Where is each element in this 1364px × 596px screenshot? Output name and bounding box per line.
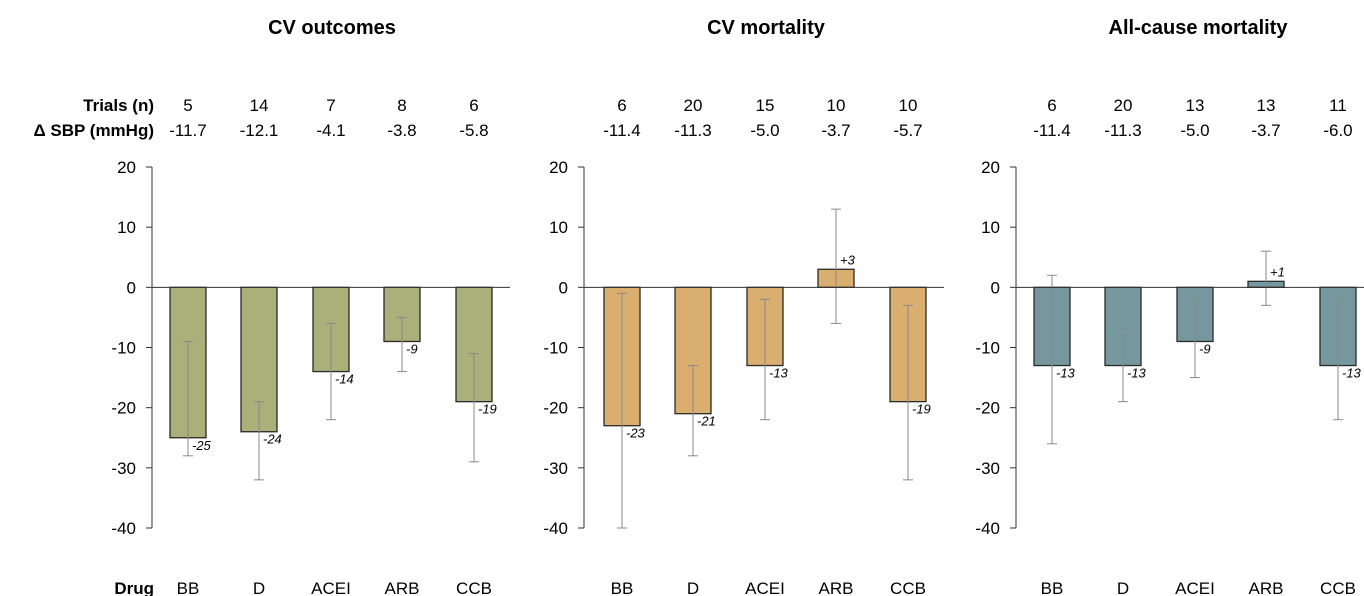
trials-count: 13 (1257, 96, 1276, 115)
category-label: BB (177, 579, 200, 596)
delta-sbp-value: -3.7 (1251, 121, 1280, 140)
data-label: -13 (1342, 366, 1362, 381)
data-label: -13 (1127, 366, 1147, 381)
trials-count: 7 (326, 96, 335, 115)
y-tick-label: 20 (981, 158, 1000, 177)
category-label: BB (1041, 579, 1064, 596)
data-label: +1 (1270, 264, 1285, 279)
data-label: -9 (406, 341, 418, 356)
data-label: -14 (335, 372, 354, 387)
y-tick-label: 10 (549, 218, 568, 237)
delta-sbp-value: -11.4 (603, 121, 641, 140)
chart-title: CV outcomes (268, 17, 396, 39)
data-label: +3 (840, 252, 856, 267)
trials-count: 6 (1047, 96, 1056, 115)
y-tick-label: -30 (975, 459, 1000, 478)
category-label: CCB (890, 579, 926, 596)
category-label: CCB (1320, 579, 1356, 596)
data-label: -9 (1199, 341, 1211, 356)
y-tick-label: -20 (543, 399, 568, 418)
data-label: -23 (626, 426, 646, 441)
category-label: CCB (456, 579, 492, 596)
category-label: D (687, 579, 699, 596)
data-label: -24 (263, 432, 282, 447)
trials-count: 6 (469, 96, 478, 115)
row-label-drug: Drug (114, 579, 154, 596)
trials-count: 10 (827, 96, 846, 115)
trials-count: 20 (684, 96, 703, 115)
delta-sbp-value: -11.3 (1104, 121, 1142, 140)
delta-sbp-value: -12.1 (240, 121, 279, 140)
y-tick-label: -20 (975, 399, 1000, 418)
category-label: D (1117, 579, 1129, 596)
y-tick-label: -10 (975, 339, 1000, 358)
category-label: D (253, 579, 265, 596)
delta-sbp-value: -3.7 (821, 121, 850, 140)
chart-panel-2: CV mortality 20 10 0 -10 -20 -30 -40 -23 6 -11.4 BB… (543, 17, 944, 596)
delta-sbp-value: -6.0 (1323, 121, 1352, 140)
y-tick-label: 0 (991, 278, 1000, 297)
chart-title: All-cause mortality (1109, 17, 1289, 39)
trials-count: 14 (250, 96, 269, 115)
delta-sbp-value: -11.4 (1033, 121, 1071, 140)
delta-sbp-value: -11.7 (169, 121, 207, 140)
delta-sbp-value: -11.3 (674, 121, 712, 140)
y-tick-label: 10 (117, 218, 136, 237)
category-label: ACEI (311, 579, 351, 596)
category-label: BB (611, 579, 634, 596)
category-label: ARB (819, 579, 854, 596)
category-label: ARB (385, 579, 420, 596)
y-tick-label: 10 (981, 218, 1000, 237)
trials-count: 5 (183, 96, 192, 115)
trials-count: 11 (1329, 96, 1347, 115)
delta-sbp-value: -5.0 (750, 121, 779, 140)
y-tick-label: -10 (111, 339, 136, 358)
chart-panel-3: All-cause mortality 20 10 0 -10 -20 -30 -40 -13 6… (975, 17, 1364, 596)
trials-count: 20 (1114, 96, 1133, 115)
bar-arb (383, 286, 421, 343)
y-tick-label: -40 (543, 519, 568, 538)
delta-sbp-value: -5.0 (1180, 121, 1209, 140)
trials-count: 10 (899, 96, 918, 115)
y-tick-label: -20 (111, 399, 136, 418)
chart-title: CV mortality (707, 17, 826, 39)
data-label: -19 (478, 402, 497, 417)
trials-count: 13 (1186, 96, 1205, 115)
delta-sbp-value: -3.8 (387, 121, 416, 140)
chart-panels: CV outcomes 20 10 0 -10 -20 -30 -40 -25 5 -11.7 BB -… (111, 17, 1364, 596)
data-label: -21 (697, 414, 716, 429)
y-tick-label: 20 (117, 158, 136, 177)
data-label: -13 (1056, 366, 1076, 381)
category-label: ARB (1249, 579, 1284, 596)
category-label: ACEI (1175, 579, 1215, 596)
trials-count: 15 (756, 96, 775, 115)
y-tick-label: -30 (111, 459, 136, 478)
trials-count: 6 (617, 96, 626, 115)
y-tick-label: -30 (543, 459, 568, 478)
y-tick-label: 0 (127, 278, 136, 297)
y-tick-label: -10 (543, 339, 568, 358)
delta-sbp-value: -5.7 (893, 121, 922, 140)
y-tick-label: -40 (111, 519, 136, 538)
row-label-delta-sbp: Δ SBP (mmHg) (33, 121, 154, 140)
delta-sbp-value: -5.8 (459, 121, 488, 140)
data-label: -19 (912, 402, 931, 417)
trials-count: 8 (397, 96, 406, 115)
data-label: -13 (769, 366, 789, 381)
category-label: ACEI (745, 579, 785, 596)
delta-sbp-value: -4.1 (316, 121, 345, 140)
y-tick-label: 20 (549, 158, 568, 177)
data-label: -25 (192, 438, 212, 453)
y-tick-label: 0 (559, 278, 568, 297)
row-label-trials: Trials (n) (83, 96, 154, 115)
chart-panel-1: CV outcomes 20 10 0 -10 -20 -30 -40 -25 5 -11.7 BB -… (111, 17, 510, 596)
y-tick-label: -40 (975, 519, 1000, 538)
